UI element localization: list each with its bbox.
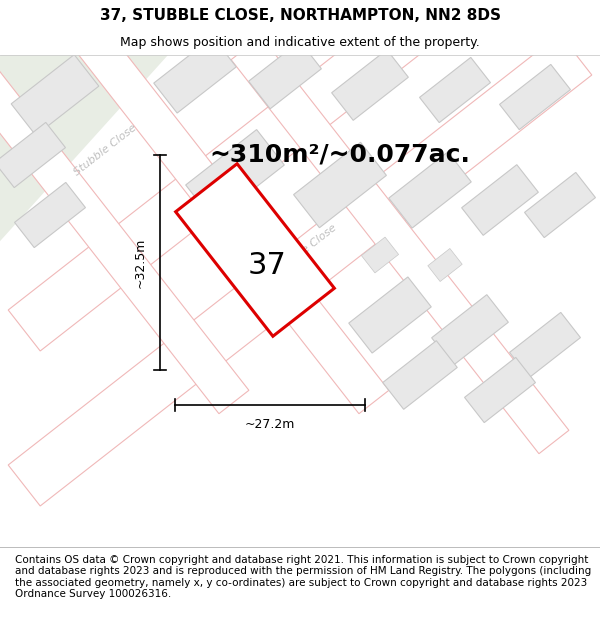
Polygon shape — [431, 294, 508, 366]
Polygon shape — [0, 122, 65, 188]
Polygon shape — [332, 49, 409, 121]
Polygon shape — [500, 64, 571, 129]
Polygon shape — [0, 0, 249, 414]
Text: ~27.2m: ~27.2m — [245, 419, 295, 431]
Text: 37: 37 — [248, 251, 286, 279]
Polygon shape — [509, 312, 580, 378]
Polygon shape — [14, 182, 85, 248]
Text: Stubble Close: Stubble Close — [72, 122, 138, 177]
Polygon shape — [154, 37, 236, 113]
Polygon shape — [389, 152, 471, 228]
Polygon shape — [524, 173, 595, 238]
Polygon shape — [383, 341, 457, 409]
Polygon shape — [428, 249, 462, 281]
Polygon shape — [248, 41, 322, 109]
Polygon shape — [361, 237, 398, 273]
Polygon shape — [293, 142, 386, 228]
Text: ~32.5m: ~32.5m — [133, 238, 146, 288]
Polygon shape — [464, 357, 535, 422]
Polygon shape — [8, 34, 592, 506]
Polygon shape — [349, 277, 431, 353]
Text: Map shows position and indicative extent of the property.: Map shows position and indicative extent… — [120, 36, 480, 49]
Polygon shape — [461, 164, 538, 236]
Polygon shape — [11, 54, 99, 136]
Text: ~310m²/~0.077ac.: ~310m²/~0.077ac. — [209, 143, 470, 167]
Polygon shape — [0, 55, 168, 545]
Polygon shape — [419, 58, 490, 122]
Polygon shape — [176, 164, 334, 336]
Polygon shape — [8, 0, 592, 351]
Text: Contains OS data © Crown copyright and database right 2021. This information is : Contains OS data © Crown copyright and d… — [15, 554, 591, 599]
Polygon shape — [231, 36, 569, 454]
Text: Stubble Close: Stubble Close — [272, 222, 338, 278]
Polygon shape — [185, 129, 284, 221]
Text: 37, STUBBLE CLOSE, NORTHAMPTON, NN2 8DS: 37, STUBBLE CLOSE, NORTHAMPTON, NN2 8DS — [100, 8, 500, 23]
Polygon shape — [51, 0, 389, 414]
